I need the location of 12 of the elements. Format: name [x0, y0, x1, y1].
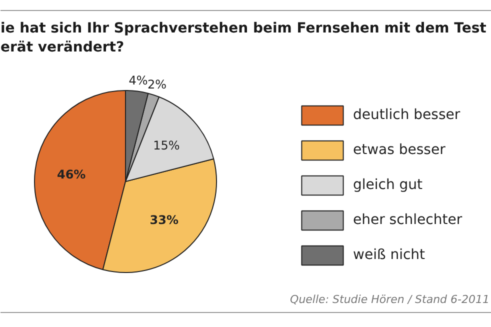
legend-label: etwas besser: [353, 141, 446, 160]
legend-label: weiß nicht: [353, 246, 426, 265]
data-label: 4%: [128, 73, 148, 88]
data-label: 15%: [153, 138, 180, 152]
legend-label: eher schlechter: [353, 211, 462, 230]
source-note: Quelle: Studie Hören / Stand 6-2011: [290, 293, 490, 306]
data-label: 33%: [150, 213, 178, 228]
chart-title: ie hat sich Ihr Sprachverstehen beim Fernsehen mit dem Test erät verändert?: [0, 20, 487, 56]
legend-label: deutlich besser: [353, 106, 460, 125]
data-label: 46%: [56, 168, 86, 182]
data-label: 2%: [147, 78, 167, 92]
legend-label: gleich gut: [353, 176, 423, 195]
